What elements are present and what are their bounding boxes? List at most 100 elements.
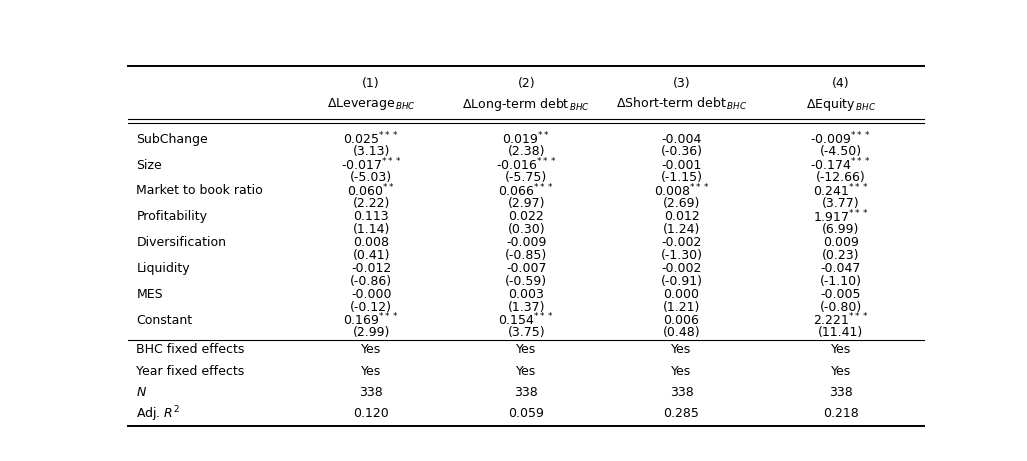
Text: (3): (3) [673,77,690,90]
Text: -0.016$^{***}$: -0.016$^{***}$ [496,157,557,173]
Text: (-0.80): (-0.80) [820,301,862,313]
Text: 0.012: 0.012 [663,210,699,223]
Text: -0.005: -0.005 [821,288,861,301]
Text: Yes: Yes [831,365,850,378]
Text: (2.38): (2.38) [507,145,545,158]
Text: (-5.75): (-5.75) [505,171,547,184]
Text: Year fixed effects: Year fixed effects [137,365,244,378]
Text: 0.154$^{***}$: 0.154$^{***}$ [498,312,555,329]
Text: (1): (1) [363,77,380,90]
Text: (11.41): (11.41) [819,326,864,339]
Text: 2.221$^{***}$: 2.221$^{***}$ [813,312,869,329]
Text: -0.000: -0.000 [351,288,391,301]
Text: (2.99): (2.99) [352,326,390,339]
Text: 0.003: 0.003 [508,288,544,301]
Text: (-5.03): (-5.03) [350,171,392,184]
Text: 338: 338 [515,386,538,399]
Text: -0.009$^{***}$: -0.009$^{***}$ [810,131,871,148]
Text: -0.047: -0.047 [821,262,861,275]
Text: -0.012: -0.012 [351,262,391,275]
Text: (3.13): (3.13) [352,145,390,158]
Text: 0.019$^{**}$: 0.019$^{**}$ [502,131,550,148]
Text: 338: 338 [829,386,852,399]
Text: -0.007: -0.007 [506,262,546,275]
Text: Yes: Yes [672,343,691,356]
Text: ΔLong-term debt$_{\/BHC}$: ΔLong-term debt$_{\/BHC}$ [462,96,591,113]
Text: 0.241$^{***}$: 0.241$^{***}$ [813,183,869,199]
Text: 0.120: 0.120 [353,408,389,420]
Text: 0.025$^{***}$: 0.025$^{***}$ [343,131,400,148]
Text: 0.008: 0.008 [353,236,389,249]
Text: 0.113: 0.113 [353,210,389,223]
Text: 0.169$^{***}$: 0.169$^{***}$ [343,312,400,329]
Text: SubChange: SubChange [137,133,208,146]
Text: ΔLeverage$_{\/BHC}$: ΔLeverage$_{\/BHC}$ [327,96,416,112]
Text: Yes: Yes [362,365,381,378]
Text: (2.69): (2.69) [662,197,700,210]
Text: (0.30): (0.30) [507,223,545,236]
Text: -0.017$^{***}$: -0.017$^{***}$ [341,157,402,173]
Text: Yes: Yes [831,343,850,356]
Text: $N$: $N$ [137,386,147,399]
Text: 338: 338 [359,386,383,399]
Text: (2.22): (2.22) [352,197,390,210]
Text: Yes: Yes [362,343,381,356]
Text: Liquidity: Liquidity [137,262,190,275]
Text: (-0.86): (-0.86) [350,275,392,288]
Text: 0.022: 0.022 [508,210,544,223]
Text: 0.218: 0.218 [823,408,859,420]
Text: 0.060$^{**}$: 0.060$^{**}$ [347,183,395,199]
Text: Yes: Yes [517,365,536,378]
Text: 0.285: 0.285 [663,408,699,420]
Text: 0.009: 0.009 [823,236,859,249]
Text: Yes: Yes [517,343,536,356]
Text: (-0.91): (-0.91) [660,275,702,288]
Text: -0.002: -0.002 [661,236,701,249]
Text: Constant: Constant [137,314,192,327]
Text: -0.174$^{***}$: -0.174$^{***}$ [810,157,871,173]
Text: (-1.10): (-1.10) [820,275,862,288]
Text: (-1.30): (-1.30) [660,248,702,262]
Text: Profitability: Profitability [137,210,207,223]
Text: MES: MES [137,288,163,301]
Text: Yes: Yes [672,365,691,378]
Text: (3.77): (3.77) [822,197,860,210]
Text: ΔShort-term debt$_{\/BHC}$: ΔShort-term debt$_{\/BHC}$ [616,96,747,112]
Text: 0.066$^{***}$: 0.066$^{***}$ [498,183,555,199]
Text: (1.14): (1.14) [352,223,390,236]
Text: (0.23): (0.23) [822,248,860,262]
Text: (4): (4) [832,77,849,90]
Text: (0.48): (0.48) [662,326,700,339]
Text: (1.21): (1.21) [662,301,700,313]
Text: (-0.12): (-0.12) [350,301,392,313]
Text: (6.99): (6.99) [822,223,860,236]
Text: (-0.85): (-0.85) [505,248,547,262]
Text: 0.008$^{***}$: 0.008$^{***}$ [653,183,710,199]
Text: 1.917$^{***}$: 1.917$^{***}$ [812,208,869,225]
Text: 0.059: 0.059 [508,408,544,420]
Text: (1.24): (1.24) [662,223,700,236]
Text: -0.002: -0.002 [661,262,701,275]
Text: -0.004: -0.004 [661,133,701,146]
Text: 0.006: 0.006 [663,314,699,327]
Text: ΔEquity$_{\/BHC}$: ΔEquity$_{\/BHC}$ [805,96,876,113]
Text: 338: 338 [670,386,693,399]
Text: -0.001: -0.001 [661,159,701,171]
Text: Size: Size [137,159,162,171]
Text: (-1.15): (-1.15) [660,171,702,184]
Text: (3.75): (3.75) [507,326,545,339]
Text: 0.000: 0.000 [663,288,699,301]
Text: (2): (2) [518,77,535,90]
Text: (1.37): (1.37) [507,301,545,313]
Text: (-0.59): (-0.59) [505,275,547,288]
Text: Market to book ratio: Market to book ratio [137,184,263,197]
Text: BHC fixed effects: BHC fixed effects [137,343,244,356]
Text: -0.009: -0.009 [506,236,546,249]
Text: (-4.50): (-4.50) [820,145,862,158]
Text: (0.41): (0.41) [352,248,390,262]
Text: (-12.66): (-12.66) [815,171,866,184]
Text: Adj. $R^{2}$: Adj. $R^{2}$ [137,404,181,424]
Text: Diversification: Diversification [137,236,226,249]
Text: (2.97): (2.97) [507,197,545,210]
Text: (-0.36): (-0.36) [660,145,702,158]
